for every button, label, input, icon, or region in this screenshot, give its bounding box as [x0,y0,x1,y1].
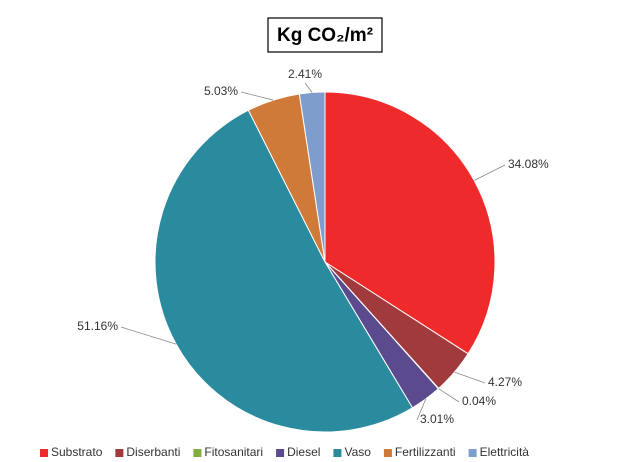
leader-line [304,82,313,93]
legend-swatch [468,449,477,457]
pie-slice [154,109,414,433]
data-label: 5.03% [204,84,238,98]
data-label: 2.41% [288,67,322,81]
legend-label: Substrato [51,445,103,459]
pie-slice [298,91,326,263]
legend-swatch [276,449,285,457]
leader-line [120,326,177,345]
legend-swatch [333,449,342,457]
leader-line [473,164,506,181]
legend-label: Diserbanti [126,445,180,459]
leader-line [454,371,486,384]
legend-swatch [115,449,124,457]
legend-label: Vaso [344,445,371,459]
legend-swatch [40,449,48,457]
leader-line [240,91,274,101]
legend-label: Diesel [287,445,320,459]
legend-label: Elettricità [480,445,530,459]
data-label: 4.27% [488,375,522,389]
data-label: 0.04% [462,394,496,408]
chart-title: Kg CO₂/m² [277,25,373,46]
data-label: 3.01% [420,412,454,426]
data-label: 34.08% [508,157,549,171]
data-label: 51.16% [77,319,118,333]
legend-swatch [193,449,202,457]
leader-line [416,398,427,421]
title-box [267,17,383,53]
legend-label: Fertilizzanti [395,445,456,459]
leader-line [438,388,460,403]
legend-swatch [383,449,392,457]
legend-label: Fitosanitari [204,445,263,459]
